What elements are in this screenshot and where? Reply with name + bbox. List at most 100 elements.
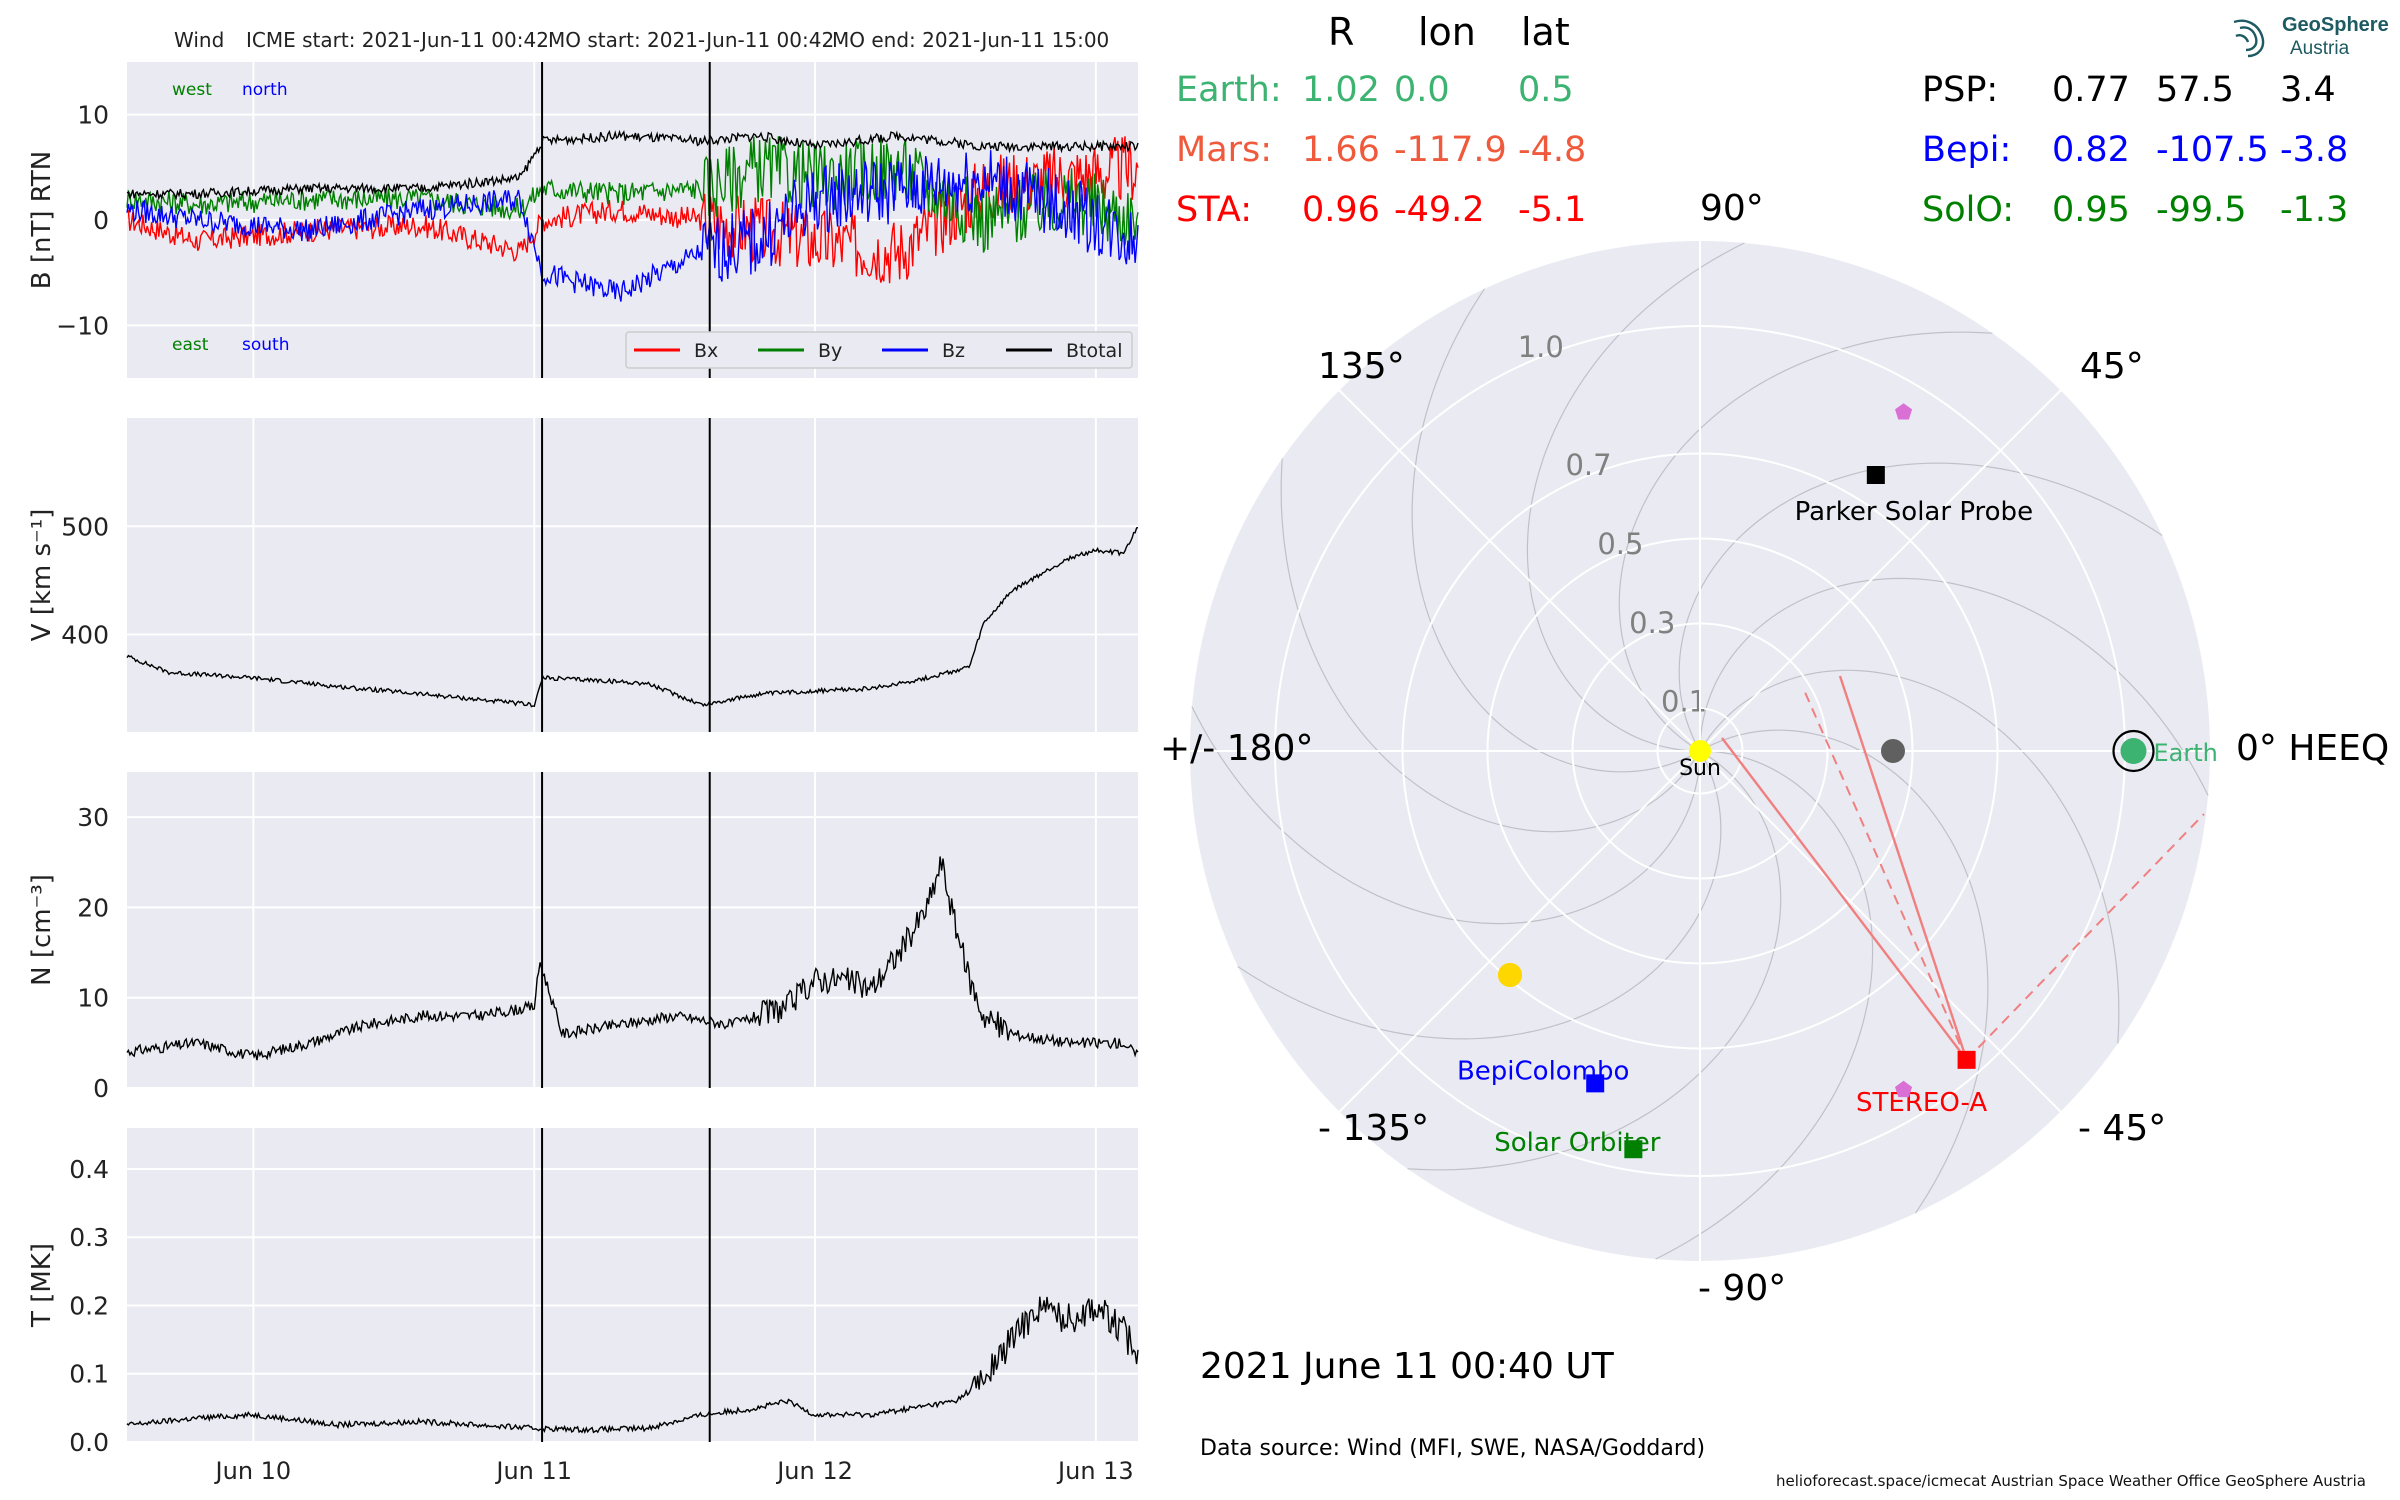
panel-3: 0 10 20 30 N [cm⁻³] — [27, 772, 1139, 1103]
y-tick-label: 0 — [93, 206, 109, 235]
y-tick-label: 0.1 — [69, 1360, 109, 1389]
angle-label-minus135: - 135° — [1318, 1108, 1430, 1149]
spiral-line — [1191, 706, 1701, 925]
spiral-line — [1526, 242, 1745, 752]
spiral-line — [1655, 750, 1874, 1260]
marker-mars — [1881, 739, 1905, 763]
panel-background — [127, 418, 1138, 732]
corner-label-east: east — [172, 335, 209, 355]
x-tick-label: Jun 10 — [214, 1457, 292, 1485]
stereo-a-fov — [1721, 675, 2205, 1061]
spiral-line — [1280, 458, 1696, 833]
spiral-line — [1411, 288, 1693, 773]
spiral-line — [1237, 758, 1722, 1040]
legend-label-Btotal: Btotal — [1066, 340, 1122, 362]
right-0-lon: 57.5 — [2156, 70, 2234, 110]
timeseries-panels: −10 0 10 B [nT] RTN west north east south Bx By Bz… — [27, 62, 1139, 1485]
body-label: Parker Solar Probe — [1795, 497, 2033, 527]
venus-dot — [1498, 963, 1522, 987]
left-2-r: 0.96 — [1302, 190, 1380, 230]
legend-label-Bz: Bz — [942, 340, 965, 362]
right-0-lat: 3.4 — [2280, 70, 2336, 110]
series-line-By — [126, 136, 1139, 253]
right-2-lon: -99.5 — [2156, 190, 2247, 230]
body-label: Earth — [2154, 739, 2218, 767]
left-1-r: 1.66 — [1302, 130, 1380, 170]
logo-mark-icon — [2233, 19, 2265, 58]
angle-label-0: 0° HEEQ — [2236, 728, 2390, 769]
corner-label-south: south — [242, 335, 289, 355]
earth-dot — [2120, 738, 2147, 764]
radial-label: 1.0 — [1518, 330, 1564, 364]
y-tick-label: −10 — [56, 311, 109, 340]
logo-line2: Austria — [2290, 38, 2350, 59]
left-0-lon: 0.0 — [1394, 70, 1450, 110]
right-1-lat: -3.8 — [2280, 130, 2349, 170]
right-2-name: SolO: — [1922, 190, 2015, 230]
marker-venus — [1498, 963, 1522, 987]
series-line-panel4 — [126, 1296, 1139, 1434]
right-1-r: 0.82 — [2052, 130, 2130, 170]
x-tick-label: Jun 13 — [1056, 1457, 1134, 1485]
y-axis-label: B [nT] RTN — [27, 151, 57, 290]
parker-spirals — [1191, 242, 2209, 1260]
radial-label: 0.5 — [1597, 527, 1643, 561]
legend-label-Bx: Bx — [694, 340, 718, 362]
geosphere-logo: GeoSphere Austria — [2228, 14, 2389, 64]
y-axis-label: V [km s⁻¹] — [27, 509, 57, 642]
parker solar probe-square — [1866, 466, 1885, 485]
data-source: Data source: Wind (MFI, SWE, NASA/Goddar… — [1200, 1436, 1706, 1461]
left-0-r: 1.02 — [1302, 70, 1380, 110]
panel-background — [127, 1128, 1138, 1442]
x-tick-label: Jun 12 — [775, 1457, 853, 1485]
angular-grid-line — [1338, 389, 1701, 752]
col-head-lon: lon — [1418, 10, 1476, 54]
y-tick-label: 10 — [77, 101, 109, 130]
right-0-r: 0.77 — [2052, 70, 2130, 110]
y-tick-label: 0.4 — [69, 1155, 109, 1184]
corner-label-north: north — [242, 80, 288, 100]
angle-label-minus45: - 45° — [2078, 1108, 2167, 1149]
credit-line: helioforecast.space/icmecat Austrian Spa… — [1776, 1472, 2366, 1490]
panel-background — [127, 772, 1138, 1088]
bepicolombo-square — [1586, 1074, 1605, 1093]
angle-label-135: 135° — [1318, 346, 1405, 387]
sun-dot — [1689, 740, 1711, 762]
body-label: BepiColombo — [1457, 1056, 1630, 1086]
y-tick-label: 0 — [93, 1074, 109, 1103]
spiral-line — [1707, 729, 1989, 1214]
spiral-line — [1704, 669, 2120, 1044]
series-line-panel3 — [126, 856, 1139, 1061]
marker-earth: Earth — [2112, 729, 2218, 773]
header-mo-end: MO end: 2021-Jun-11 15:00 — [832, 28, 1110, 52]
body-label: Solar Orbiter — [1494, 1128, 1661, 1158]
angular-grid-line — [1338, 750, 1701, 1113]
y-axis-label: T [MK] — [27, 1243, 57, 1328]
y-tick-label: 0.0 — [69, 1428, 109, 1457]
right-1-lon: -107.5 — [2156, 130, 2269, 170]
series-line-Btotal — [126, 129, 1139, 201]
marker-bepicolombo: BepiColombo — [1457, 1056, 1630, 1093]
left-0-name: Earth: — [1176, 70, 1282, 110]
series-line-Bz — [126, 150, 1139, 302]
angle-label-90: 90° — [1700, 188, 1764, 229]
solar orbiter-square — [1624, 1140, 1643, 1159]
marker-psyche-bottom — [1895, 1080, 1913, 1098]
fov-line — [1721, 737, 1968, 1061]
marker-sun: Sun — [1679, 740, 1721, 781]
left-0-lat: 0.5 — [1518, 70, 1574, 110]
header-icme-start: ICME start: 2021-Jun-11 00:42 — [246, 28, 549, 52]
left-2-lat: -5.1 — [1518, 190, 1587, 230]
y-tick-label: 30 — [77, 803, 109, 832]
legend-label-By: By — [818, 340, 842, 362]
left-2-name: STA: — [1176, 190, 1252, 230]
y-tick-label: 500 — [61, 512, 109, 541]
fov-line-dashed — [1965, 813, 2205, 1061]
series-line-panel2 — [126, 526, 1139, 708]
body-label: STEREO-A — [1856, 1088, 1987, 1118]
series-line-Bx — [126, 136, 1139, 284]
earth-ring — [2112, 729, 2155, 773]
